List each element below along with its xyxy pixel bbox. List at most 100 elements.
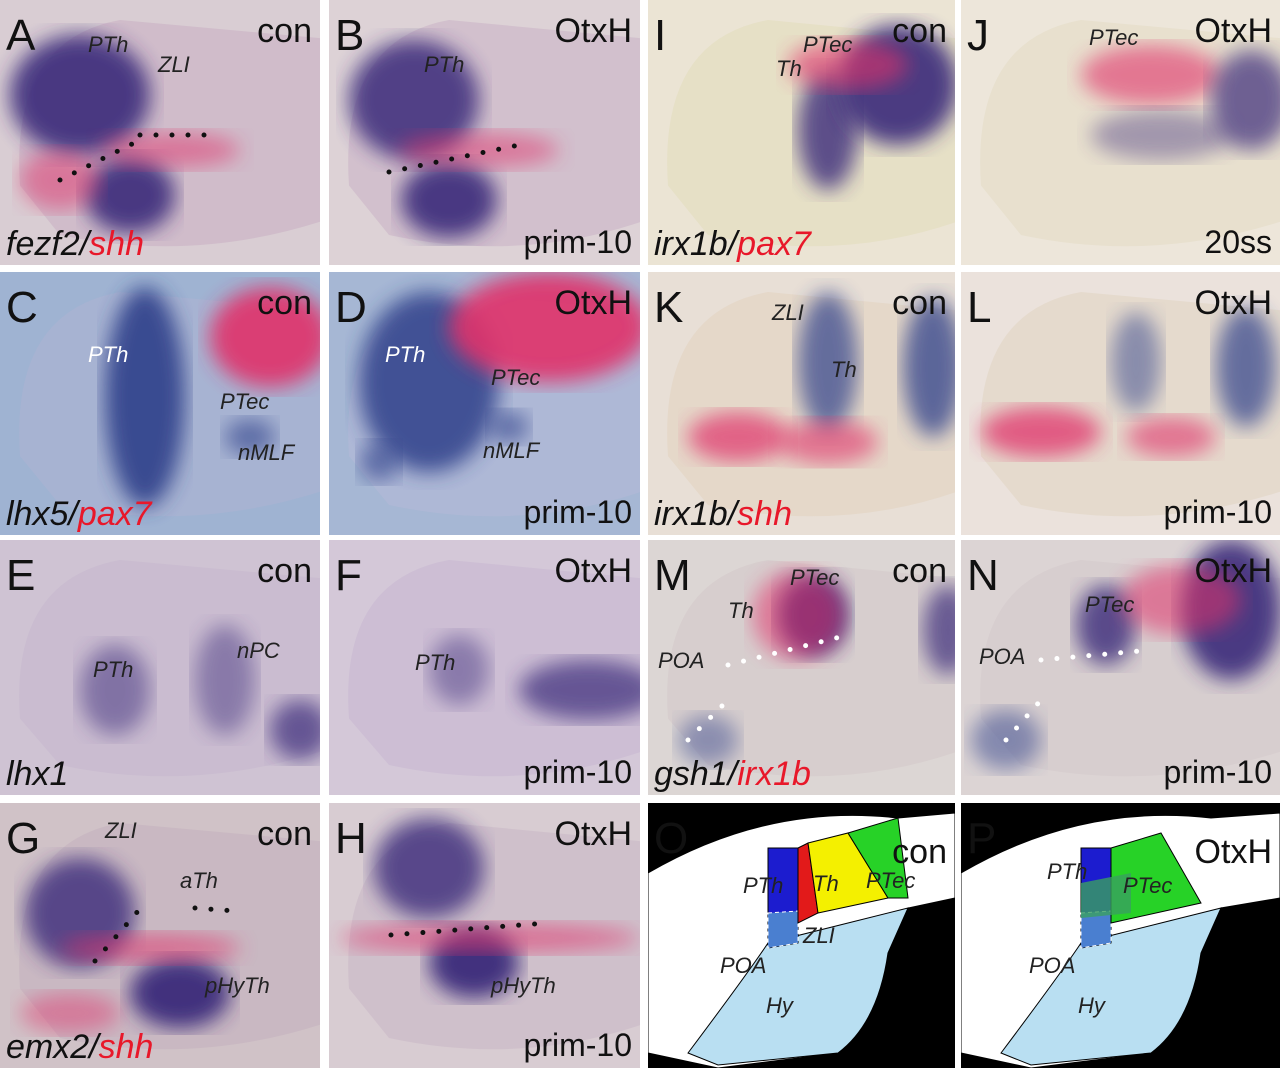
stain xyxy=(753,570,843,660)
condition-label: con xyxy=(892,284,947,322)
region-label: nPC xyxy=(237,638,280,663)
stage-label: 20ss xyxy=(1204,224,1272,260)
panel: L OtxH prim-10 xyxy=(961,272,1280,535)
stain xyxy=(1216,307,1276,427)
probe-gene: / xyxy=(726,495,741,533)
dotted-line xyxy=(386,142,522,175)
stain xyxy=(688,412,788,462)
region-label: pHyTh xyxy=(490,973,556,998)
stage-label: prim-10 xyxy=(1164,754,1272,790)
probe-gene: / xyxy=(87,1028,102,1066)
panel-image xyxy=(329,0,640,265)
stain xyxy=(923,585,955,675)
stain xyxy=(429,635,489,705)
region-label: PTh xyxy=(88,342,128,367)
stain xyxy=(374,818,484,918)
stain xyxy=(981,407,1101,457)
condition-label: OtxH xyxy=(555,815,632,853)
stain xyxy=(225,419,275,455)
panel-letter: L xyxy=(967,283,991,332)
probe-label: irx1b/pax7 xyxy=(654,225,812,263)
panel-letter: F xyxy=(335,551,362,600)
region-label: Hy xyxy=(766,993,795,1018)
panel: B OtxH prim-10 PTh xyxy=(329,0,640,265)
stain xyxy=(678,715,738,765)
probe-label: gsh1/irx1b xyxy=(654,755,811,793)
region-label: PTec xyxy=(803,32,852,57)
stain xyxy=(1091,110,1231,160)
embryo xyxy=(348,560,640,777)
dotted-line xyxy=(725,632,851,668)
panel-letter: E xyxy=(6,551,35,600)
stain xyxy=(1111,312,1161,412)
condition-label: OtxH xyxy=(1195,12,1272,50)
stain xyxy=(449,272,640,382)
panel-image xyxy=(0,0,320,265)
condition-label: OtxH xyxy=(555,12,632,50)
dotted-line xyxy=(1038,647,1154,663)
region-label: nMLF xyxy=(483,438,541,463)
stain xyxy=(270,700,320,760)
panel-image xyxy=(329,803,640,1068)
condition-label: OtxH xyxy=(1195,552,1272,590)
panel: N OtxH prim-10 PTec POA xyxy=(961,540,1280,795)
region-label: nMLF xyxy=(238,440,296,465)
region-label: Th xyxy=(831,357,857,382)
stain xyxy=(105,287,185,507)
condition-label: con xyxy=(257,12,312,50)
region-label: PTh xyxy=(1047,859,1087,884)
stage-label: prim-10 xyxy=(1164,494,1272,530)
stain xyxy=(85,157,175,233)
probe-gene: pax7 xyxy=(736,225,812,263)
stain xyxy=(1076,585,1136,665)
panel-letter: M xyxy=(654,551,691,600)
region-label: Th xyxy=(776,56,802,81)
region-label: Th xyxy=(728,598,754,623)
region-label: POA xyxy=(658,648,704,673)
panel-letter: A xyxy=(6,11,36,60)
region-label: PTh xyxy=(424,52,464,77)
panel-letter: J xyxy=(967,11,989,60)
stain xyxy=(80,645,150,735)
stage-label: prim-10 xyxy=(524,1027,632,1063)
region-label: Th xyxy=(813,871,839,896)
stain xyxy=(903,297,955,437)
probe-label: lhx5/pax7 xyxy=(6,495,153,533)
hypothalamus xyxy=(687,907,909,1066)
probe-label: lhx1 xyxy=(6,755,68,793)
panel-image xyxy=(961,0,1280,265)
region-label: ZLI xyxy=(771,300,804,325)
region-label: ZLI xyxy=(104,818,137,843)
probe-gene: pax7 xyxy=(77,495,153,533)
region-label: PTh xyxy=(415,650,455,675)
region-label: PTec xyxy=(1123,873,1172,898)
condition-label: con xyxy=(257,815,312,853)
panel: J OtxH 20ss PTec xyxy=(961,0,1280,265)
stain xyxy=(100,132,240,168)
panel-letter: C xyxy=(6,283,38,332)
region-label: PTec xyxy=(790,565,839,590)
probe-gene: / xyxy=(78,225,93,263)
stage-label: prim-10 xyxy=(524,494,632,530)
condition-label: con xyxy=(892,833,947,871)
stain xyxy=(489,411,529,443)
panel-image xyxy=(961,540,1280,795)
condition-label: con xyxy=(257,552,312,590)
PTh-hatched xyxy=(1080,910,1112,949)
dotted-line xyxy=(388,920,550,938)
probe-gene: / xyxy=(66,495,81,533)
region-label: ZLI xyxy=(802,923,835,948)
PTec-hatched xyxy=(1081,873,1131,918)
panel-image xyxy=(0,272,320,535)
region-label: PTh xyxy=(88,32,128,57)
stain xyxy=(339,923,639,953)
panel-letter: P xyxy=(967,814,996,863)
panel-image xyxy=(648,803,955,1068)
